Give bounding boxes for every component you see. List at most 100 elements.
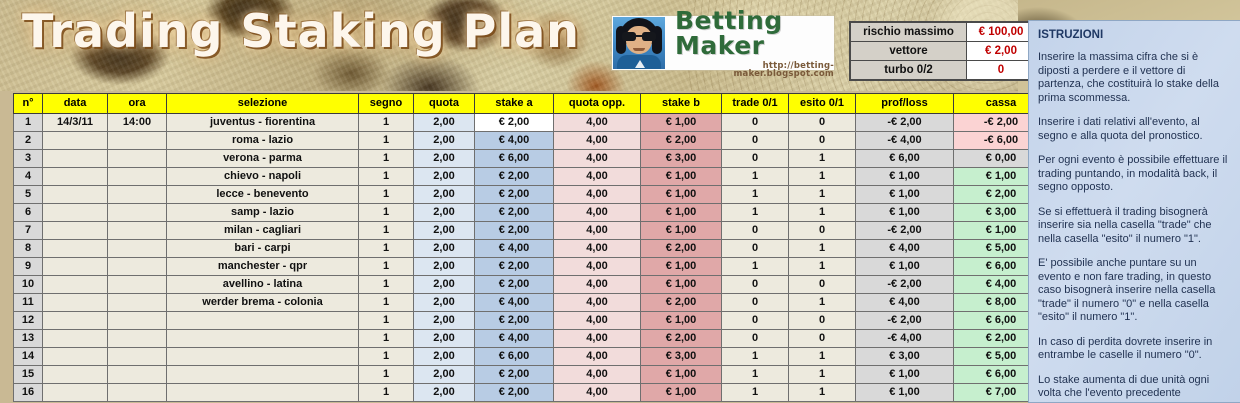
cell-quota-opp[interactable]: 4,00 xyxy=(553,167,641,186)
cell-ora[interactable] xyxy=(107,185,167,204)
cell-stake-b[interactable]: € 1,00 xyxy=(640,365,722,384)
cell-ora[interactable] xyxy=(107,275,167,294)
cell-segno[interactable]: 1 xyxy=(358,221,414,240)
cell-quota-opp[interactable]: 4,00 xyxy=(553,113,641,132)
cell-quota[interactable]: 2,00 xyxy=(413,383,475,402)
cell-stake-b[interactable]: € 3,00 xyxy=(640,347,722,366)
cell-trade[interactable]: 1 xyxy=(721,365,789,384)
cell-quota[interactable]: 2,00 xyxy=(413,365,475,384)
cell-data[interactable] xyxy=(42,131,108,150)
cell-data[interactable] xyxy=(42,383,108,402)
cell-data[interactable] xyxy=(42,311,108,330)
cell-segno[interactable]: 1 xyxy=(358,347,414,366)
cell-stake-a[interactable]: € 6,00 xyxy=(474,347,554,366)
cell-quota[interactable]: 2,00 xyxy=(413,293,475,312)
cell-data[interactable] xyxy=(42,365,108,384)
cell-quota-opp[interactable]: 4,00 xyxy=(553,149,641,168)
cell-quota-opp[interactable]: 4,00 xyxy=(553,329,641,348)
cell-stake-b[interactable]: € 2,00 xyxy=(640,131,722,150)
cell-prof-loss[interactable]: € 3,00 xyxy=(855,347,954,366)
cell-prof-loss[interactable]: € 1,00 xyxy=(855,203,954,222)
cell-cassa[interactable]: -€ 2,00 xyxy=(953,113,1049,132)
cell-trade[interactable]: 0 xyxy=(721,239,789,258)
cell-esito[interactable]: 1 xyxy=(788,257,856,276)
cell-selezione[interactable]: chievo - napoli xyxy=(166,167,359,186)
cell-data[interactable] xyxy=(42,167,108,186)
cell-ora[interactable] xyxy=(107,167,167,186)
cell-stake-b[interactable]: € 1,00 xyxy=(640,257,722,276)
cell-quota[interactable]: 2,00 xyxy=(413,275,475,294)
cell-cassa[interactable]: € 2,00 xyxy=(953,329,1049,348)
cell-n[interactable]: 8 xyxy=(13,239,43,258)
cell-quota-opp[interactable]: 4,00 xyxy=(553,383,641,402)
cell-esito[interactable]: 1 xyxy=(788,149,856,168)
cell-n[interactable]: 15 xyxy=(13,365,43,384)
cell-trade[interactable]: 0 xyxy=(721,221,789,240)
cell-quota-opp[interactable]: 4,00 xyxy=(553,347,641,366)
cell-trade[interactable]: 1 xyxy=(721,383,789,402)
cell-ora[interactable] xyxy=(107,257,167,276)
cell-selezione[interactable]: milan - cagliari xyxy=(166,221,359,240)
cell-segno[interactable]: 1 xyxy=(358,185,414,204)
cell-trade[interactable]: 0 xyxy=(721,311,789,330)
cell-segno[interactable]: 1 xyxy=(358,113,414,132)
cell-n[interactable]: 5 xyxy=(13,185,43,204)
cell-ora[interactable] xyxy=(107,203,167,222)
cell-trade[interactable]: 0 xyxy=(721,113,789,132)
cell-data[interactable] xyxy=(42,257,108,276)
staking-plan-table[interactable]: n° data ora selezione segno quota stake … xyxy=(13,93,1133,402)
cell-stake-a[interactable]: € 2,00 xyxy=(474,185,554,204)
cell-ora[interactable] xyxy=(107,239,167,258)
cell-selezione[interactable]: bari - carpi xyxy=(166,239,359,258)
cell-stake-b[interactable]: € 1,00 xyxy=(640,185,722,204)
cell-prof-loss[interactable]: -€ 4,00 xyxy=(855,329,954,348)
cell-stake-b[interactable]: € 2,00 xyxy=(640,329,722,348)
cell-stake-a[interactable]: € 2,00 xyxy=(474,167,554,186)
cell-data[interactable] xyxy=(42,149,108,168)
cell-data[interactable] xyxy=(42,347,108,366)
cell-ora[interactable] xyxy=(107,329,167,348)
cell-quota[interactable]: 2,00 xyxy=(413,131,475,150)
cell-stake-a[interactable]: € 2,00 xyxy=(474,221,554,240)
cell-stake-b[interactable]: € 1,00 xyxy=(640,113,722,132)
cell-prof-loss[interactable]: -€ 2,00 xyxy=(855,275,954,294)
cell-prof-loss[interactable]: -€ 2,00 xyxy=(855,311,954,330)
cell-n[interactable]: 12 xyxy=(13,311,43,330)
cell-cassa[interactable]: € 5,00 xyxy=(953,347,1049,366)
cell-cassa[interactable]: -€ 6,00 xyxy=(953,131,1049,150)
param-value-turbo[interactable]: 0 xyxy=(966,60,1036,80)
cell-n[interactable]: 1 xyxy=(13,113,43,132)
cell-n[interactable]: 11 xyxy=(13,293,43,312)
cell-cassa[interactable]: € 6,00 xyxy=(953,257,1049,276)
cell-ora[interactable] xyxy=(107,221,167,240)
cell-prof-loss[interactable]: € 4,00 xyxy=(855,239,954,258)
cell-ora[interactable] xyxy=(107,293,167,312)
cell-selezione[interactable] xyxy=(166,365,359,384)
cell-selezione[interactable] xyxy=(166,311,359,330)
cell-cassa[interactable]: € 1,00 xyxy=(953,167,1049,186)
cell-prof-loss[interactable]: -€ 4,00 xyxy=(855,131,954,150)
cell-esito[interactable]: 1 xyxy=(788,185,856,204)
cell-ora[interactable] xyxy=(107,383,167,402)
cell-quota-opp[interactable]: 4,00 xyxy=(553,311,641,330)
cell-stake-b[interactable]: € 1,00 xyxy=(640,275,722,294)
cell-quota[interactable]: 2,00 xyxy=(413,257,475,276)
cell-selezione[interactable]: lecce - benevento xyxy=(166,185,359,204)
cell-stake-a[interactable]: € 4,00 xyxy=(474,329,554,348)
cell-stake-a[interactable]: € 4,00 xyxy=(474,293,554,312)
cell-esito[interactable]: 0 xyxy=(788,131,856,150)
cell-esito[interactable]: 0 xyxy=(788,329,856,348)
cell-stake-b[interactable]: € 1,00 xyxy=(640,167,722,186)
cell-quota-opp[interactable]: 4,00 xyxy=(553,293,641,312)
cell-trade[interactable]: 0 xyxy=(721,149,789,168)
cell-segno[interactable]: 1 xyxy=(358,275,414,294)
cell-stake-a[interactable]: € 2,00 xyxy=(474,113,554,132)
cell-prof-loss[interactable]: -€ 2,00 xyxy=(855,113,954,132)
cell-segno[interactable]: 1 xyxy=(358,149,414,168)
cell-ora[interactable] xyxy=(107,149,167,168)
cell-prof-loss[interactable]: € 4,00 xyxy=(855,293,954,312)
cell-selezione[interactable]: samp - lazio xyxy=(166,203,359,222)
cell-prof-loss[interactable]: € 1,00 xyxy=(855,257,954,276)
cell-esito[interactable]: 0 xyxy=(788,113,856,132)
cell-cassa[interactable]: € 6,00 xyxy=(953,311,1049,330)
